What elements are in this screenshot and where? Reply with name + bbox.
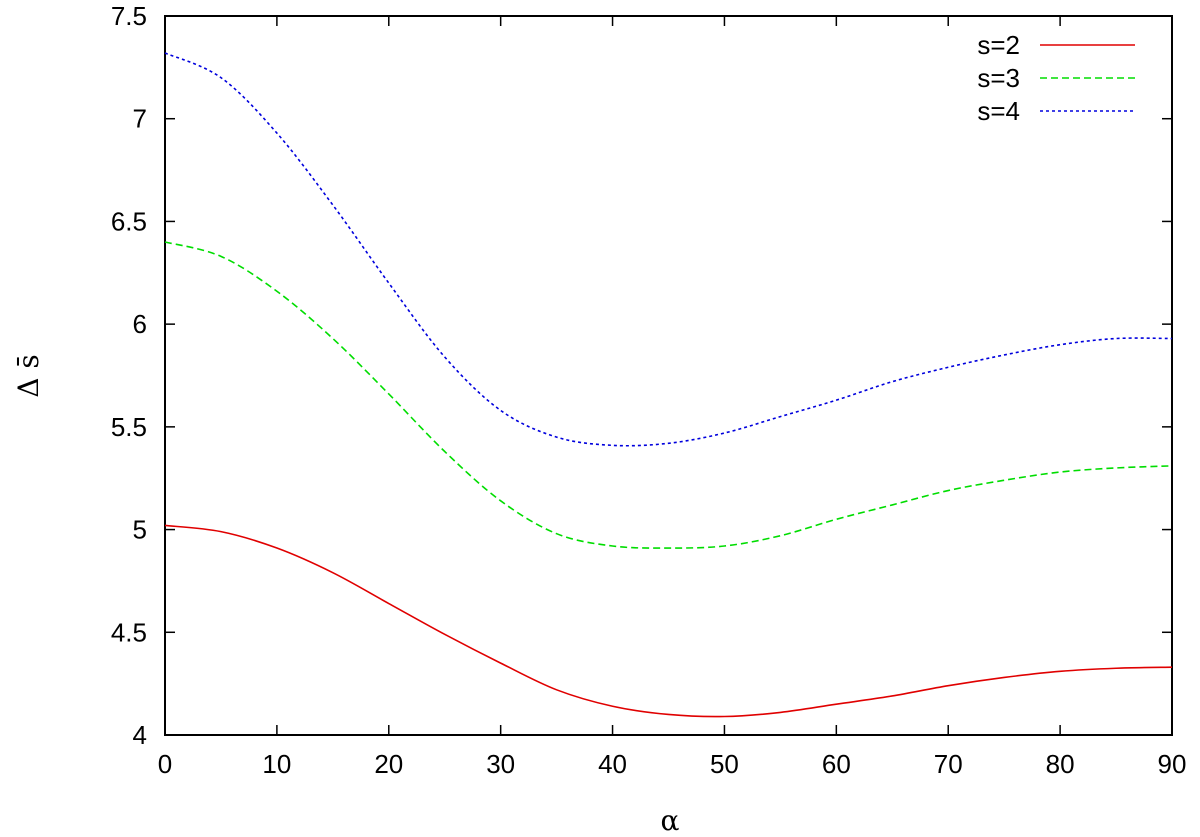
series-line-2 xyxy=(164,241,1173,549)
y-tick-label: 7.5 xyxy=(111,1,147,31)
series-line-3 xyxy=(164,52,1173,447)
x-axis-label: α xyxy=(661,804,680,837)
x-tick-label: 20 xyxy=(374,749,403,779)
x-tick-label: 10 xyxy=(262,749,291,779)
y-tick-label: 4.5 xyxy=(111,617,147,647)
x-tick-labels: 0 10 20 30 40 50 60 70 80 90 xyxy=(158,749,1187,779)
y-tick-label: 5.5 xyxy=(111,412,147,442)
plot-frame xyxy=(164,15,1173,736)
x-tick-label: 60 xyxy=(822,749,851,779)
legend-label-1: s=2 xyxy=(977,30,1020,60)
series-line-1 xyxy=(164,524,1173,718)
y-axis-label: Δ s̄ xyxy=(12,354,45,398)
y-tick-label: 5 xyxy=(133,515,147,545)
x-tick-label: 50 xyxy=(710,749,739,779)
x-tick-label: 0 xyxy=(158,749,172,779)
y-tick-label: 7 xyxy=(133,104,147,134)
y-tick-label: 4 xyxy=(133,720,147,750)
y-tick-label: 6 xyxy=(133,309,147,339)
legend: s=2s=3s=4 xyxy=(977,30,1135,126)
series-lines xyxy=(164,52,1173,718)
x-tick-label: 40 xyxy=(598,749,627,779)
legend-label-2: s=3 xyxy=(977,63,1020,93)
y-tick-label: 6.5 xyxy=(111,206,147,236)
x-tick-label: 30 xyxy=(486,749,515,779)
axis-ticks xyxy=(164,15,1173,736)
x-tick-label: 70 xyxy=(934,749,963,779)
legend-label-3: s=4 xyxy=(977,96,1020,126)
y-tick-labels: 4 4.5 5 5.5 6 6.5 7 7.5 xyxy=(111,1,147,750)
x-tick-label: 80 xyxy=(1046,749,1075,779)
x-tick-label: 90 xyxy=(1158,749,1187,779)
